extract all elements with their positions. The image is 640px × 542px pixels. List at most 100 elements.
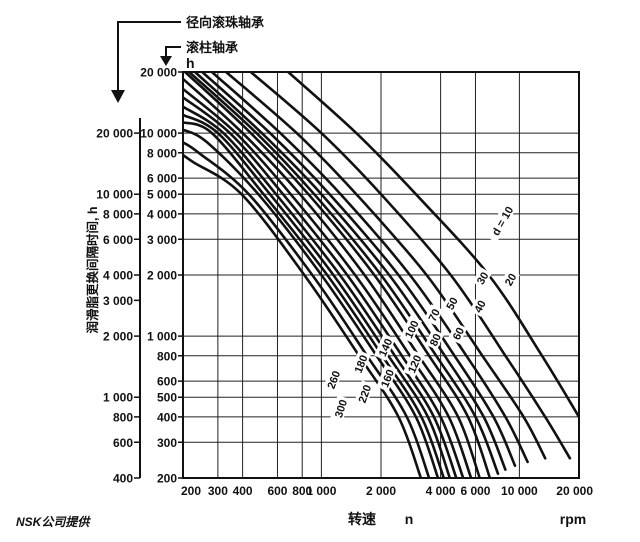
ball-tick-label-1: 10 000 (96, 188, 133, 202)
curve-label-bg-0 (485, 198, 519, 243)
roller-tick-label-13: 300 (157, 436, 177, 450)
ball-tick-label-9: 600 (113, 436, 133, 450)
curve-label-6: 70 (423, 304, 444, 326)
roller-tick-label-11: 500 (157, 391, 177, 405)
roller-bearing-arrow (160, 46, 181, 66)
curve-d-20 (249, 72, 572, 460)
curve-label-text-5: 60 (451, 326, 467, 342)
curve-label-bg-6 (423, 304, 444, 326)
curve-label-text-3: 40 (472, 299, 488, 315)
ball-bearing-label: 径向滚珠轴承 (186, 15, 264, 30)
ball-tick-label-5: 3 000 (103, 294, 133, 308)
curve-label-text-14: 260 (326, 369, 344, 390)
curve-label-text-4: 50 (444, 296, 460, 312)
roller-tick-label-9: 800 (157, 349, 177, 363)
curve-d-30 (224, 72, 547, 460)
curve-d-180 (183, 113, 452, 478)
ball-axis-ticks: 20 000 10 000 8 000 6 000 4 000 3 000 2 000 1 0… (96, 127, 140, 486)
curve-label-text-2: 30 (475, 270, 492, 287)
curve-d-140 (183, 96, 465, 478)
x-tick-label-2: 400 (233, 484, 253, 498)
curve-label-bg-7 (425, 328, 445, 351)
curve-label-7: 80 (425, 328, 445, 351)
x-tick-label-3: 600 (267, 484, 287, 498)
x-tick-label-1: 300 (208, 484, 228, 498)
x-tick-label-10: 20 000 (556, 484, 593, 498)
x-axis-unit: rpm (560, 511, 586, 527)
curve-label-bg-4 (441, 292, 462, 314)
curve-label-bg-8 (400, 315, 422, 343)
curve-d-100 (183, 77, 481, 478)
roller-tick-label-1: 10 000 (140, 127, 177, 141)
roller-tick-label-2: 8 000 (147, 146, 177, 160)
curve-label-bg-14 (322, 366, 344, 393)
curve-d-10 (286, 72, 579, 419)
curve-d-70 (187, 72, 500, 475)
plot-frame (182, 71, 580, 479)
curve-label-15: 300 (330, 395, 350, 422)
provider-credit: NSK公司提供 (16, 515, 90, 529)
ball-bearing-arrow (111, 21, 181, 103)
curve-label-bg-11 (376, 364, 398, 392)
x-tick-label-8: 6 000 (460, 484, 490, 498)
x-axis-label: 转速 (348, 511, 376, 527)
curve-d-60 (193, 72, 507, 471)
roller-bearing-label: 滚柱轴承 (186, 40, 238, 55)
curve-label-bg-13 (353, 380, 375, 408)
x-tick-label-4: 800 (292, 484, 312, 498)
x-tick-label-6: 2 000 (366, 484, 396, 498)
x-tick-label-7: 4 000 (426, 484, 456, 498)
curve-label-bg-9 (403, 350, 425, 378)
curve-label-2: 30 (472, 267, 492, 289)
roller-tick-label-8: 1 000 (147, 330, 177, 344)
ball-tick-label-4: 4 000 (103, 269, 133, 283)
ball-tick-label-0: 20 000 (96, 127, 133, 141)
curves-group (183, 72, 579, 478)
roller-tick-label-3: 6 000 (147, 172, 177, 186)
ball-tick-label-3: 6 000 (103, 233, 133, 247)
curve-label-1: 20 (499, 268, 520, 290)
curve-label-text-1: 20 (503, 272, 520, 289)
curve-labels-group: d = 102030405060708010012014016018022026… (322, 198, 520, 422)
curve-label-14: 260 (322, 366, 344, 393)
x-axis-symbol: n (405, 511, 414, 527)
curve-label-bg-1 (499, 268, 520, 290)
curve-label-bg-2 (472, 267, 492, 289)
curve-label-5: 60 (448, 322, 468, 344)
y-axis-label: 润滑脂更换间隔时间, h (85, 206, 100, 333)
roller-tick-label-12: 400 (157, 410, 177, 424)
curve-d-200 (183, 121, 446, 478)
ball-tick-label-7: 1 000 (103, 391, 133, 405)
curve-d-220 (183, 128, 440, 478)
x-tick-label-5: 1 000 (306, 484, 336, 498)
curve-label-12: 180 (349, 350, 371, 378)
curve-d-80 (183, 72, 492, 478)
curve-label-bg-5 (448, 322, 468, 344)
roller-tick-label-7: 2 000 (147, 269, 177, 283)
ball-tick-label-2: 8 000 (103, 207, 133, 221)
curve-label-11: 160 (376, 364, 398, 392)
roller-tick-label-4: 5 000 (147, 188, 177, 202)
curve-label-text-15: 300 (333, 398, 350, 419)
ball-tick-label-8: 800 (113, 410, 133, 424)
ball-tick-label-10: 400 (113, 472, 133, 486)
curve-d-160 (183, 105, 458, 478)
curve-label-13: 220 (353, 380, 375, 408)
curve-label-bg-10 (373, 333, 396, 361)
curve-label-bg-12 (349, 350, 371, 378)
curve-label-4: 50 (441, 292, 462, 314)
roller-axis-ticks: 20 000 10 000 8 000 6 000 5 000 4 000 3 000 2 0… (140, 66, 183, 486)
x-tick-label-0: 200 (181, 484, 201, 498)
curve-label-3: 40 (469, 295, 490, 317)
x-tick-label-9: 10 000 (501, 484, 538, 498)
curve-d-50 (200, 72, 517, 467)
curve-label-text-6: 70 (427, 307, 443, 323)
curve-label-text-13: 220 (357, 383, 375, 404)
curve-label-0: d = 10 (485, 198, 519, 243)
curve-d-300 (183, 153, 423, 478)
curve-d-40 (210, 72, 529, 464)
roller-tick-label-10: 600 (157, 375, 177, 389)
curve-label-bg-15 (330, 395, 350, 422)
